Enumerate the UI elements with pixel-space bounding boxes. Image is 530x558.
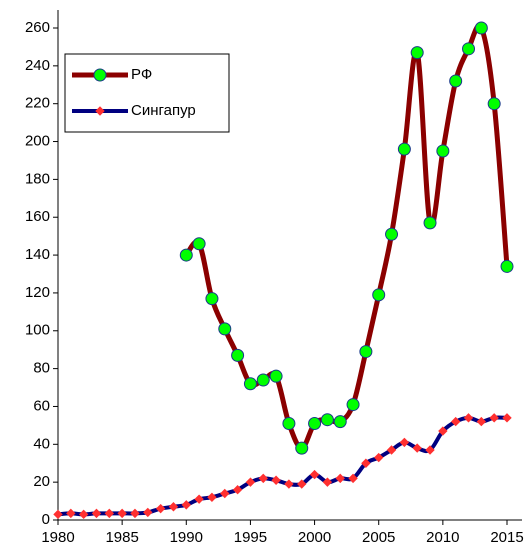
marker — [309, 469, 320, 480]
series-line — [184, 23, 510, 451]
marker — [297, 479, 307, 489]
marker — [194, 494, 204, 504]
x-tick-label: 2000 — [298, 529, 331, 546]
legend-box — [64, 53, 230, 133]
marker — [320, 413, 334, 427]
x-tick-label: 1980 — [41, 529, 74, 546]
marker — [399, 437, 410, 448]
marker — [207, 492, 217, 502]
y-tick-label: 140 — [25, 246, 50, 263]
marker — [66, 508, 76, 519]
marker — [476, 416, 487, 427]
marker — [269, 369, 283, 383]
y-tick-label: 20 — [33, 473, 50, 490]
marker — [359, 345, 373, 359]
marker — [502, 413, 512, 423]
marker — [218, 322, 232, 336]
y-tick-label: 180 — [25, 170, 50, 187]
marker — [487, 97, 501, 111]
marker — [372, 288, 386, 302]
marker — [181, 500, 191, 510]
marker — [256, 373, 270, 387]
x-tick-label: 2010 — [426, 529, 459, 546]
marker — [192, 237, 206, 251]
marker — [284, 479, 294, 489]
marker — [104, 508, 115, 519]
x-tick-label: 1995 — [234, 529, 267, 546]
marker — [271, 475, 281, 485]
marker — [232, 485, 243, 495]
marker — [449, 74, 463, 88]
marker — [436, 144, 450, 158]
marker — [93, 68, 107, 82]
marker — [282, 416, 296, 430]
legend-label: РФ — [131, 66, 152, 83]
marker — [450, 416, 461, 427]
legend-label: Сингапур — [131, 102, 196, 119]
marker — [348, 473, 358, 484]
marker — [231, 348, 245, 362]
marker — [117, 508, 127, 519]
marker — [438, 426, 448, 436]
marker — [489, 413, 499, 423]
marker — [322, 477, 333, 487]
marker — [474, 21, 488, 35]
x-tick-label: 2005 — [362, 529, 395, 546]
marker — [245, 477, 256, 487]
marker — [412, 443, 422, 453]
marker — [168, 502, 179, 512]
marker — [95, 106, 105, 116]
marker — [425, 445, 435, 455]
y-tick-label: 240 — [25, 57, 50, 74]
x-tick-label: 1990 — [170, 529, 203, 546]
marker — [500, 259, 514, 273]
marker — [205, 292, 219, 306]
marker — [78, 509, 89, 520]
marker — [258, 473, 268, 484]
marker — [130, 508, 140, 519]
marker — [374, 452, 384, 463]
marker — [333, 415, 347, 429]
marker — [386, 445, 397, 455]
marker — [53, 509, 63, 520]
y-tick-label: 0 — [42, 511, 50, 528]
x-tick-label: 2015 — [490, 529, 523, 546]
y-tick-label: 100 — [25, 322, 50, 339]
marker — [410, 46, 424, 60]
marker — [295, 441, 309, 455]
y-tick-label: 60 — [33, 397, 50, 414]
y-tick-label: 200 — [25, 133, 50, 150]
y-tick-label: 80 — [33, 360, 50, 377]
legend: РФ Сингапур — [64, 53, 230, 133]
marker — [463, 413, 474, 423]
marker — [308, 416, 322, 430]
marker — [179, 248, 193, 262]
marker — [91, 508, 102, 519]
marker — [462, 42, 476, 56]
marker — [361, 458, 371, 468]
y-tick-label: 120 — [25, 284, 50, 301]
marker — [335, 473, 345, 484]
y-tick-label: 40 — [33, 435, 50, 452]
marker — [220, 488, 230, 499]
marker — [397, 142, 411, 156]
marker — [346, 398, 360, 412]
marker — [155, 503, 166, 514]
marker — [385, 227, 399, 241]
marker — [243, 377, 257, 391]
y-tick-label: 160 — [25, 208, 50, 225]
marker — [423, 216, 437, 230]
y-tick-label: 260 — [25, 19, 50, 36]
x-tick-label: 1985 — [105, 529, 138, 546]
marker — [143, 507, 153, 518]
y-tick-label: 220 — [25, 95, 50, 112]
